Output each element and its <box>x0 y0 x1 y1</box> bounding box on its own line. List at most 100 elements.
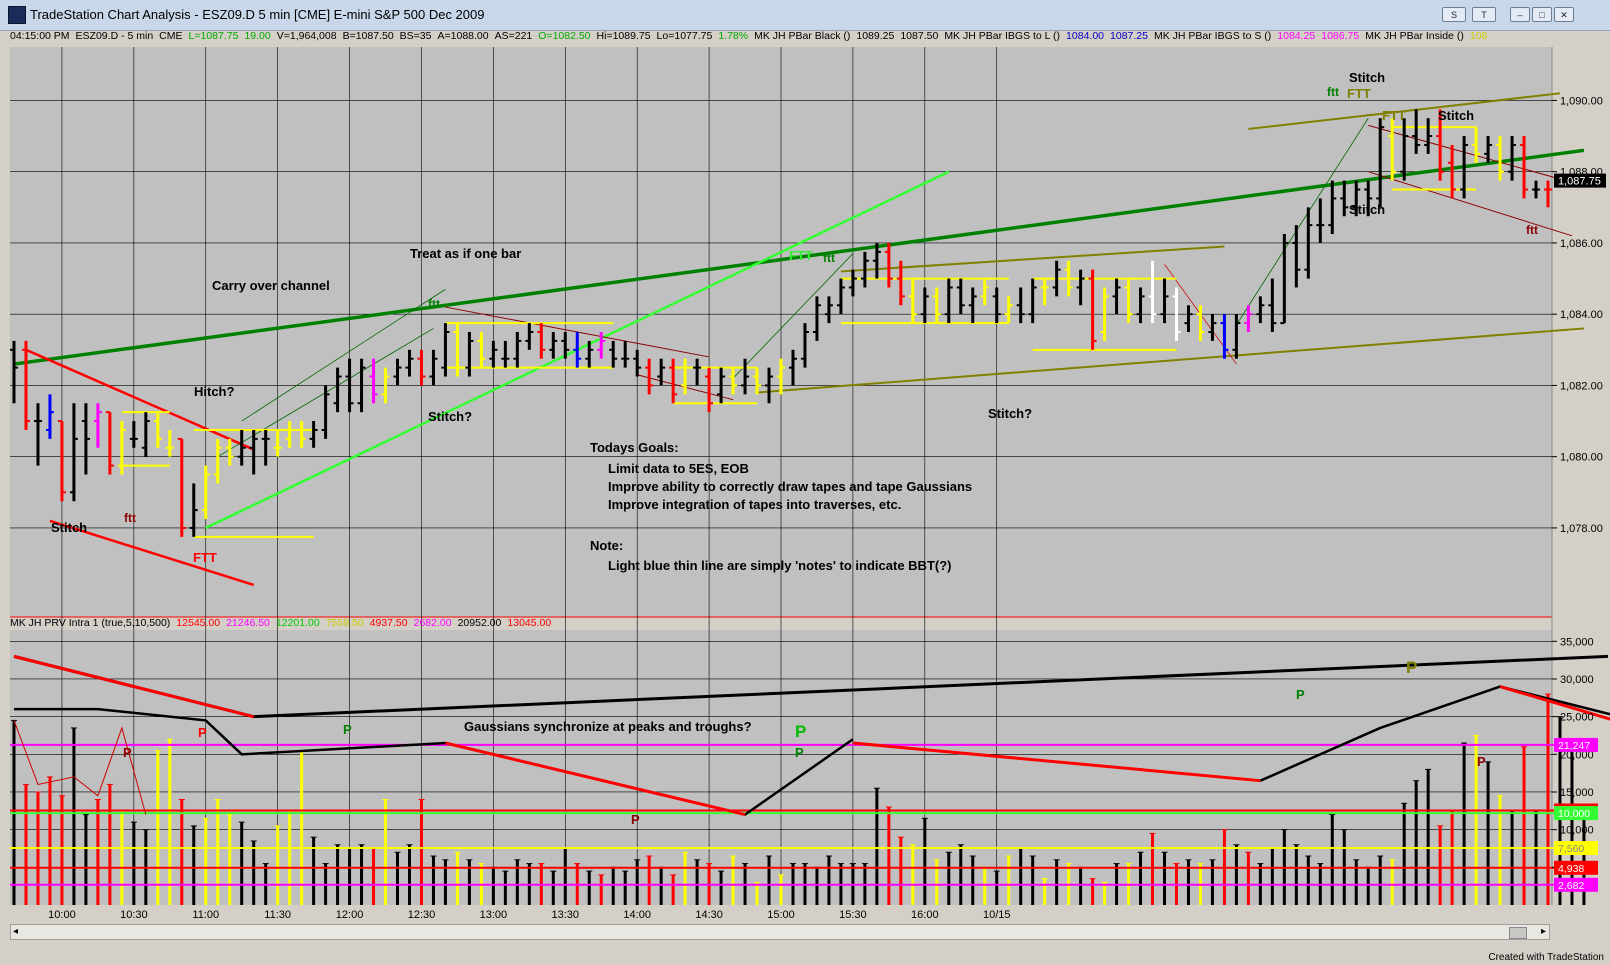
annotation-FTT2: FTT <box>789 248 813 263</box>
down-tape-lower <box>49 519 255 587</box>
info-field-13: 1.78% <box>718 30 749 42</box>
info-field-11: Hi=1089.75 <box>596 30 651 42</box>
price-bars <box>10 109 1552 537</box>
peak-marker: P <box>631 812 640 827</box>
info-field-2: CME <box>159 30 183 42</box>
annotations: Carry over channel Treat as if one bar Hit… <box>51 70 1538 827</box>
tools-button[interactable]: T <box>1472 7 1496 22</box>
y-tick-label: 1,078.00 <box>1560 523 1603 535</box>
up-tape-4 <box>1236 118 1369 326</box>
black-traverse-3 <box>1259 685 1610 782</box>
y-tick-label: 1,084.00 <box>1560 309 1603 321</box>
info-field-3: L=1087.75 <box>188 30 239 42</box>
volume-level-box <box>1554 737 1598 752</box>
title-bar: TradeStation Chart Analysis - ESZ09.D 5 … <box>0 0 1610 31</box>
volume-level-label: 7,560 <box>1558 843 1584 855</box>
created-with-label: Created with TradeStation <box>1488 952 1604 963</box>
indicator-field-1: 12545.00 <box>176 617 221 629</box>
annotation-ftt5: ftt <box>1526 223 1538 237</box>
x-tick-label: 10:00 <box>48 909 76 921</box>
close-button[interactable]: ✕ <box>1554 7 1574 22</box>
vol-tick-label: 15,000 <box>1560 787 1594 799</box>
info-field-21: 1084.25 <box>1277 30 1316 42</box>
x-tick-label: 10:30 <box>120 909 148 921</box>
info-field-22: 1086.75 <box>1321 30 1360 42</box>
annotation-FTT1: FTT <box>193 550 217 565</box>
peak-marker: P <box>1296 687 1305 702</box>
indicator-header: MK JH PRV Intra 1 (true,5,10,500) 12545.0… <box>10 617 557 629</box>
annotation-stitch3: Stitch <box>1438 108 1474 123</box>
y-tick-label: 1,090.00 <box>1560 95 1603 107</box>
annotation-ftt1: ftt <box>124 511 136 525</box>
peak-marker: P <box>795 722 806 741</box>
annotation-hitch: Hitch? <box>194 384 235 399</box>
x-tick-label: 13:30 <box>552 909 580 921</box>
x-tick-label: 14:30 <box>695 909 723 921</box>
minimize-button[interactable]: – <box>1510 7 1530 22</box>
y-tick-label: 1,082.00 <box>1560 380 1603 392</box>
info-field-8: A=1088.00 <box>437 30 489 42</box>
info-field-20: MK JH PBar IBGS to S () <box>1153 30 1272 42</box>
annotation-treat_one: Treat as if one bar <box>410 246 521 261</box>
annotation-stitch4: Stitch <box>1349 202 1385 217</box>
volume-level-box <box>1554 877 1598 892</box>
x-tick-label: 15:30 <box>839 909 867 921</box>
red-traverse-1 <box>445 741 746 817</box>
late-down-tape <box>1368 171 1573 237</box>
red-traverse-2 <box>852 741 1261 783</box>
x-tick-label: 14:00 <box>623 909 651 921</box>
olive-top-line <box>1248 92 1561 130</box>
scroll-left-icon[interactable]: ◂ <box>13 926 19 937</box>
vol-tick-label: 10,000 <box>1560 825 1594 837</box>
vol-tick-label: 25,000 <box>1560 712 1594 724</box>
late-down-tape-top <box>1368 124 1573 183</box>
scroll-right-icon[interactable]: ▸ <box>1540 926 1546 937</box>
x-tick-label: 11:00 <box>192 909 219 921</box>
peak-marker: P <box>123 745 132 760</box>
info-field-4: 19.00 <box>244 30 271 42</box>
horizontal-scrollbar[interactable]: ◂ ▸ <box>10 924 1550 940</box>
peak-marker: P <box>1477 754 1486 769</box>
x-tick-label: 11:30 <box>264 909 291 921</box>
x-tick-label: 15:00 <box>767 909 795 921</box>
annotation-ftt4: ftt <box>1327 85 1339 99</box>
annotation-goals_title: Todays Goals: <box>590 440 679 455</box>
maximize-button[interactable]: □ <box>1532 7 1552 22</box>
annotation-stitch_q2: Stitch? <box>988 406 1032 421</box>
y-tick-label: 1,080.00 <box>1560 452 1603 464</box>
annotation-stitch_q1: Stitch? <box>428 409 472 424</box>
axes: 10:00 10:30 11:00 11:30 12:00 12:30 13:00 13:30… <box>48 95 1606 921</box>
x-tick-label: 10/15 <box>983 909 1011 921</box>
indicator-field-8: 13045.00 <box>507 617 552 629</box>
x-tick-label: 16:00 <box>911 909 939 921</box>
vol-tick-label: 35,000 <box>1560 636 1594 648</box>
info-field-6: B=1087.50 <box>342 30 394 42</box>
annotation-note1: Light blue thin line are simply 'notes' … <box>608 558 951 573</box>
volume-level-box <box>1554 860 1598 875</box>
volume-level-label: 4,938 <box>1558 863 1584 875</box>
olive-upper-line <box>840 245 1225 273</box>
volume-level-label: 2,682 <box>1558 880 1584 892</box>
x-tick-label: 12:30 <box>408 909 436 921</box>
volume-level-box <box>1554 841 1598 856</box>
info-field-14: MK JH PBar Black () <box>754 30 851 42</box>
info-field-19: 1087.25 <box>1110 30 1148 42</box>
carry-over-channel <box>13 148 1585 366</box>
x-tick-label: 13:00 <box>480 909 508 921</box>
scroll-thumb[interactable] <box>1509 927 1527 939</box>
volume-level-box <box>1554 806 1598 821</box>
annotation-note_title: Note: <box>590 538 623 553</box>
annotation-stitch2: Stitch <box>1349 70 1385 85</box>
annotation-FTT4: FTT <box>1382 108 1406 123</box>
info-field-17: MK JH PBar IBGS to L () <box>944 30 1061 42</box>
last-price-label: 1,087.75 <box>1558 176 1601 188</box>
annotation-gaussians: Gaussians synchronize at peaks and troug… <box>464 719 752 734</box>
price-info-bar: 04:15:00 PM ESZ09.D - 5 min CME L=1087.75 19… <box>10 30 1550 45</box>
annotation-carry_over: Carry over channel <box>212 278 330 293</box>
volume-bars <box>10 693 1587 905</box>
symbol-link-button[interactable]: S <box>1442 7 1466 22</box>
info-field-18: 1084.00 <box>1066 30 1105 42</box>
last-price-box <box>1554 173 1606 188</box>
thin-red-zigzag <box>13 720 147 815</box>
